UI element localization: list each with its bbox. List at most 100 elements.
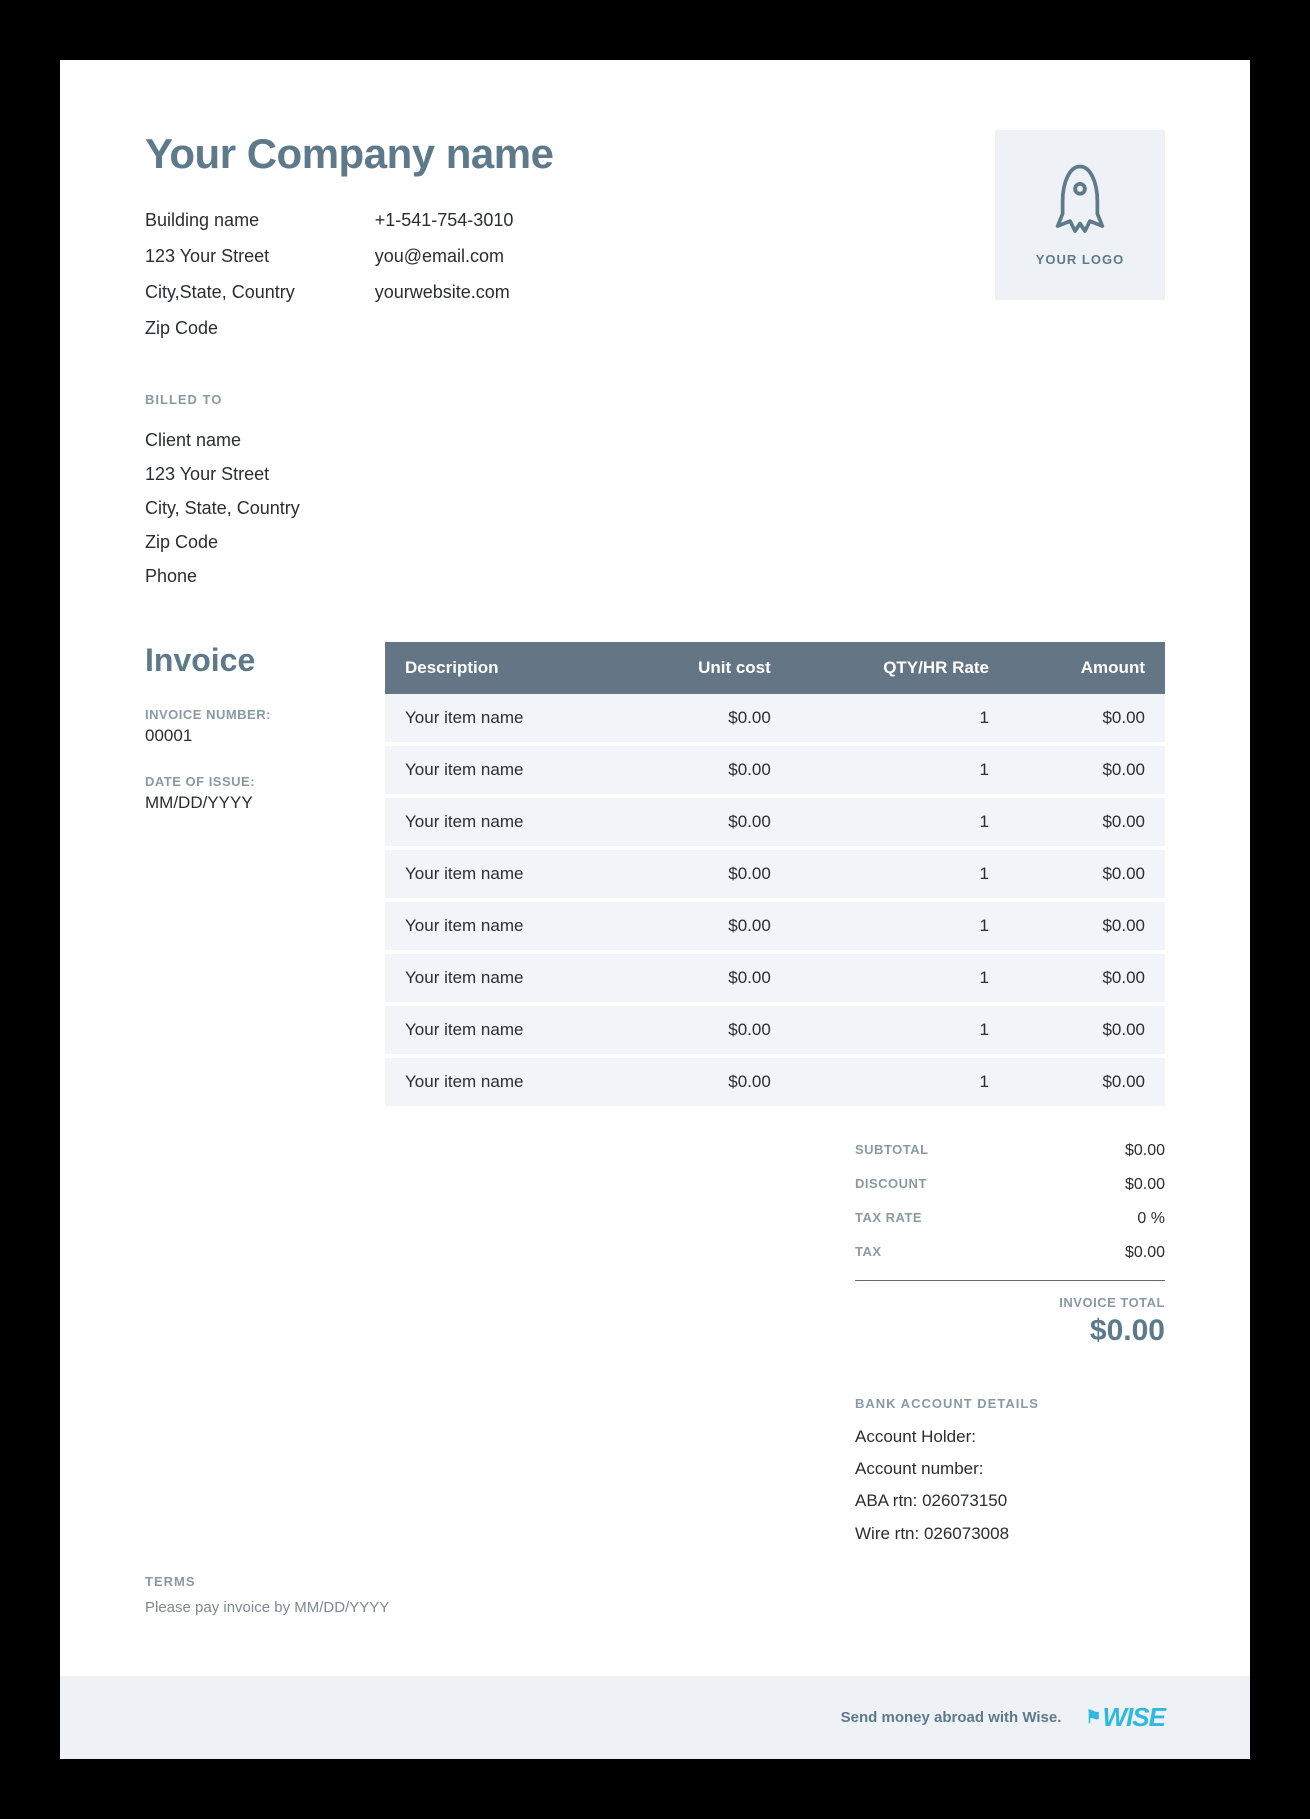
main-content: Invoice INVOICE NUMBER: 00001 DATE OF IS… bbox=[145, 642, 1165, 1550]
terms-block: TERMS Please pay invoice by MM/DD/YYYY bbox=[145, 1574, 1165, 1616]
table-row: Your item name$0.001$0.00 bbox=[385, 1056, 1165, 1108]
totals-divider bbox=[855, 1280, 1165, 1281]
billed-phone: Phone bbox=[145, 559, 1165, 593]
logo-placeholder: YOUR LOGO bbox=[995, 130, 1165, 300]
contact-email: you@email.com bbox=[375, 238, 514, 274]
billed-to-block: BILLED TO Client name 123 Your Street Ci… bbox=[145, 388, 1165, 594]
bank-number: Account number: bbox=[855, 1453, 1165, 1485]
cell-unit: $0.00 bbox=[622, 796, 791, 848]
invoice-total-value: $0.00 bbox=[855, 1314, 1165, 1348]
cell-unit: $0.00 bbox=[622, 900, 791, 952]
discount-row: DISCOUNT $0.00 bbox=[855, 1168, 1165, 1202]
totals-block: SUBTOTAL $0.00 DISCOUNT $0.00 TAX RATE 0… bbox=[385, 1134, 1165, 1550]
cell-desc: Your item name bbox=[385, 900, 622, 952]
cell-unit: $0.00 bbox=[622, 1004, 791, 1056]
col-amount: Amount bbox=[1009, 642, 1165, 694]
table-header-row: Description Unit cost QTY/HR Rate Amount bbox=[385, 642, 1165, 694]
address-street: 123 Your Street bbox=[145, 238, 295, 274]
bank-aba: ABA rtn: 026073150 bbox=[855, 1485, 1165, 1517]
company-contact: +1-541-754-3010 you@email.com yourwebsit… bbox=[375, 202, 514, 346]
cell-desc: Your item name bbox=[385, 1056, 622, 1108]
bank-holder: Account Holder: bbox=[855, 1421, 1165, 1453]
bank-details: BANK ACCOUNT DETAILS Account Holder: Acc… bbox=[855, 1396, 1165, 1550]
taxrate-value: 0 % bbox=[1137, 1210, 1165, 1228]
contact-columns: Building name 123 Your Street City,State… bbox=[145, 202, 995, 346]
line-items-column: Description Unit cost QTY/HR Rate Amount… bbox=[385, 642, 1165, 1550]
tax-row: TAX $0.00 bbox=[855, 1236, 1165, 1270]
footer: Send money abroad with Wise. ⚑ WISE bbox=[60, 1676, 1250, 1759]
table-row: Your item name$0.001$0.00 bbox=[385, 1004, 1165, 1056]
cell-unit: $0.00 bbox=[622, 1056, 791, 1108]
discount-value: $0.00 bbox=[1125, 1176, 1165, 1194]
wise-logo: ⚑ WISE bbox=[1085, 1702, 1165, 1733]
logo-label: YOUR LOGO bbox=[1036, 252, 1124, 267]
billed-street: 123 Your Street bbox=[145, 457, 1165, 491]
subtotal-row: SUBTOTAL $0.00 bbox=[855, 1134, 1165, 1168]
cell-desc: Your item name bbox=[385, 1004, 622, 1056]
cell-desc: Your item name bbox=[385, 848, 622, 900]
invoice-title: Invoice bbox=[145, 642, 335, 679]
line-items-table: Description Unit cost QTY/HR Rate Amount… bbox=[385, 642, 1165, 1110]
table-row: Your item name$0.001$0.00 bbox=[385, 952, 1165, 1004]
invoice-page: Your Company name Building name 123 Your… bbox=[60, 60, 1250, 1759]
cell-desc: Your item name bbox=[385, 952, 622, 1004]
cell-desc: Your item name bbox=[385, 694, 622, 744]
terms-text: Please pay invoice by MM/DD/YYYY bbox=[145, 1599, 1165, 1616]
cell-amount: $0.00 bbox=[1009, 1056, 1165, 1108]
footer-tagline: Send money abroad with Wise. bbox=[841, 1709, 1062, 1726]
cell-desc: Your item name bbox=[385, 744, 622, 796]
cell-qty: 1 bbox=[791, 744, 1009, 796]
col-description: Description bbox=[385, 642, 622, 694]
wise-brand-text: WISE bbox=[1103, 1702, 1165, 1733]
invoice-number: 00001 bbox=[145, 726, 335, 746]
cell-qty: 1 bbox=[791, 1004, 1009, 1056]
invoice-meta: Invoice INVOICE NUMBER: 00001 DATE OF IS… bbox=[145, 642, 335, 813]
cell-qty: 1 bbox=[791, 848, 1009, 900]
taxrate-row: TAX RATE 0 % bbox=[855, 1202, 1165, 1236]
col-qty: QTY/HR Rate bbox=[791, 642, 1009, 694]
table-row: Your item name$0.001$0.00 bbox=[385, 848, 1165, 900]
cell-amount: $0.00 bbox=[1009, 796, 1165, 848]
cell-amount: $0.00 bbox=[1009, 952, 1165, 1004]
cell-amount: $0.00 bbox=[1009, 744, 1165, 796]
table-row: Your item name$0.001$0.00 bbox=[385, 694, 1165, 744]
cell-qty: 1 bbox=[791, 796, 1009, 848]
cell-amount: $0.00 bbox=[1009, 1004, 1165, 1056]
address-zip: Zip Code bbox=[145, 310, 295, 346]
discount-label: DISCOUNT bbox=[855, 1176, 927, 1194]
cell-qty: 1 bbox=[791, 694, 1009, 744]
cell-qty: 1 bbox=[791, 952, 1009, 1004]
billed-name: Client name bbox=[145, 423, 1165, 457]
cell-unit: $0.00 bbox=[622, 952, 791, 1004]
cell-qty: 1 bbox=[791, 1056, 1009, 1108]
cell-unit: $0.00 bbox=[622, 848, 791, 900]
company-block: Your Company name Building name 123 Your… bbox=[145, 130, 995, 346]
date-of-issue-label: DATE OF ISSUE: bbox=[145, 774, 335, 789]
subtotal-label: SUBTOTAL bbox=[855, 1142, 929, 1160]
address-region: City,State, Country bbox=[145, 274, 295, 310]
invoice-number-label: INVOICE NUMBER: bbox=[145, 707, 335, 722]
taxrate-label: TAX RATE bbox=[855, 1210, 922, 1228]
tax-label: TAX bbox=[855, 1244, 882, 1262]
invoice-total-label: INVOICE TOTAL bbox=[855, 1295, 1165, 1310]
bank-wire: Wire rtn: 026073008 bbox=[855, 1518, 1165, 1550]
rocket-icon bbox=[1050, 164, 1110, 236]
cell-amount: $0.00 bbox=[1009, 694, 1165, 744]
date-of-issue: MM/DD/YYYY bbox=[145, 793, 335, 813]
cell-unit: $0.00 bbox=[622, 744, 791, 796]
cell-qty: 1 bbox=[791, 900, 1009, 952]
billed-region: City, State, Country bbox=[145, 491, 1165, 525]
cell-unit: $0.00 bbox=[622, 694, 791, 744]
cell-desc: Your item name bbox=[385, 796, 622, 848]
header: Your Company name Building name 123 Your… bbox=[145, 130, 1165, 346]
table-row: Your item name$0.001$0.00 bbox=[385, 796, 1165, 848]
bank-heading: BANK ACCOUNT DETAILS bbox=[855, 1396, 1165, 1411]
cell-amount: $0.00 bbox=[1009, 848, 1165, 900]
terms-heading: TERMS bbox=[145, 1574, 1165, 1589]
table-row: Your item name$0.001$0.00 bbox=[385, 744, 1165, 796]
col-unit-cost: Unit cost bbox=[622, 642, 791, 694]
contact-phone: +1-541-754-3010 bbox=[375, 202, 514, 238]
contact-website: yourwebsite.com bbox=[375, 274, 514, 310]
cell-amount: $0.00 bbox=[1009, 900, 1165, 952]
table-row: Your item name$0.001$0.00 bbox=[385, 900, 1165, 952]
